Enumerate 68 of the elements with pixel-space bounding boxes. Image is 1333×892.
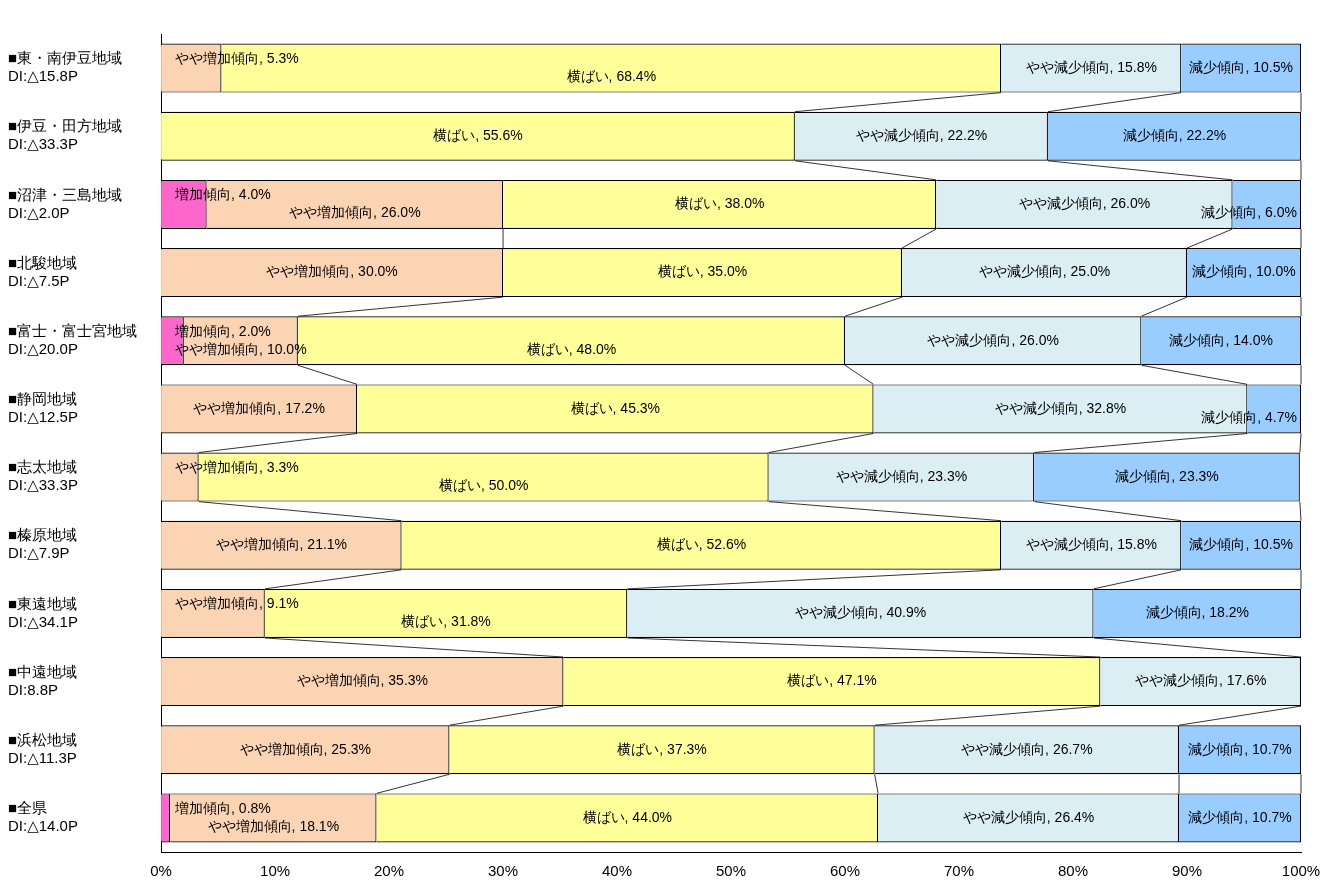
data-label: 横ばい, 44.0% [582,808,673,825]
data-label: 減少傾向, 10.7% [1188,808,1292,825]
y-tick-label: ■富士・富士宮地域 DI:△20.0P [8,321,138,357]
data-label: 減少傾向, 14.0% [1169,331,1273,348]
data-label: 横ばい, 35.0% [657,263,748,280]
y-tick-label: ■北駿地域 DI:△7.5P [8,253,78,289]
x-tick-label: 20% [374,862,405,880]
y-tick-label: ■中遠地域 DI:8.8P [8,662,78,698]
data-label: 横ばい, 47.1% [787,672,877,689]
y-tick-label: ■東・南伊豆地域 DI:△15.8P [8,49,123,85]
data-label: やや減少傾向, 17.6% [1134,672,1267,689]
data-label: 横ばい, 68.4% [566,67,657,84]
data-label: 減少傾向, 10.5% [1189,536,1293,553]
data-label: 増加傾向, 4.0% [174,186,271,203]
data-label: やや増加傾向, 17.2% [193,399,325,416]
data-label: やや増加傾向, 30.0% [266,263,398,280]
data-label: やや増加傾向, 25.3% [239,740,371,757]
data-label: やや減少傾向, 23.3% [835,467,968,484]
y-tick-label: ■静岡地域 DI:△12.5P [8,390,78,426]
x-tick-label: 100% [1281,862,1321,880]
data-label: 増加傾向, 0.8% [174,799,271,816]
data-label: 減少傾向, 22.2% [1122,127,1227,144]
data-label: 減少傾向, 10.7% [1188,740,1292,757]
y-tick-label: ■全県 DI:△14.0P [8,799,78,835]
data-label: やや減少傾向, 26.0% [1018,195,1151,212]
data-label: やや増加傾向, 21.1% [215,536,348,553]
data-label: やや減少傾向, 26.7% [961,740,1093,757]
data-label: やや減少傾向, 25.0% [978,263,1111,280]
data-label: やや増加傾向, 9.1% [175,595,299,612]
data-label: 減少傾向, 10.0% [1192,263,1296,280]
data-label: 横ばい, 37.3% [617,740,707,757]
data-label: 減少傾向, 23.3% [1115,467,1219,484]
y-tick-label: ■東遠地域 DI:△34.1P [8,594,78,630]
data-label: やや減少傾向, 22.2% [855,127,988,144]
data-label: やや増加傾向, 35.3% [296,672,428,689]
x-tick-label: 30% [488,862,519,880]
y-tick-label: ■志太地域 DI:△33.3P [8,458,78,494]
data-label: 横ばい, 48.0% [526,340,617,357]
data-label: やや増加傾向, 18.1% [207,817,340,834]
x-tick-label: 50% [716,862,747,880]
data-label: 横ばい, 45.3% [570,399,661,416]
x-tick-label: 10% [260,862,291,880]
x-tick-label: 70% [944,862,975,880]
data-label: やや減少傾向, 15.8% [1025,58,1157,75]
data-label: 減少傾向, 18.2% [1145,604,1250,621]
x-tick-label: 40% [602,862,633,880]
data-label: 横ばい, 55.6% [433,127,523,144]
data-label: やや減少傾向, 26.0% [927,331,1059,348]
data-label: 横ばい, 52.6% [656,536,747,553]
data-label: 減少傾向, 10.5% [1189,58,1293,75]
data-label: やや減少傾向, 40.9% [794,604,927,621]
x-tick-label: 80% [1058,862,1089,880]
y-tick-label: ■浜松地域 DI:△11.3P [8,730,78,766]
x-tick-label: 60% [830,862,861,880]
data-label: 横ばい, 38.0% [674,195,765,212]
y-tick-label: ■榛原地域 DI:△7.9P [8,526,78,562]
data-label: やや減少傾向, 26.4% [962,808,1095,825]
data-label: やや増加傾向, 3.3% [175,458,299,475]
data-label: 横ばい, 50.0% [438,476,529,493]
data-label: やや減少傾向, 15.8% [1025,536,1157,553]
x-tick-label: 90% [1171,862,1203,880]
y-tick-label: ■沼津・三島地域 DI:△2.0P [8,185,123,221]
data-label: 減少傾向, 6.0% [1201,204,1297,221]
y-tick-label: ■伊豆・田方地域 DI:△33.3P [8,117,123,153]
data-label: やや増加傾向, 26.0% [289,204,421,221]
x-tick-label: 0% [150,862,172,880]
data-label: 横ばい, 31.8% [401,613,491,630]
data-label: やや減少傾向, 32.8% [994,399,1127,416]
